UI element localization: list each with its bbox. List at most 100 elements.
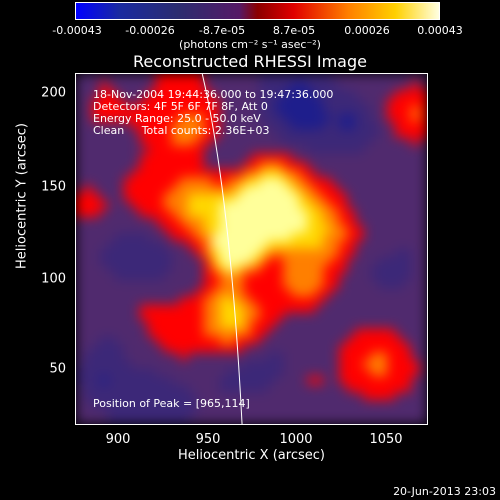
heatmap-cell [155,408,165,417]
heatmap-cell [115,344,125,354]
heatmap-cell [291,280,300,290]
heatmap-cell [147,129,157,139]
heatmap-cell [179,320,189,330]
heatmap-cell [331,304,340,314]
heatmap-cell [195,129,205,139]
heatmap-cell [307,320,316,330]
heatmap-cell [387,408,396,417]
heatmap-cell [339,145,348,155]
heatmap-cell [347,161,356,171]
heatmap-cell [363,296,372,306]
heatmap-cell [251,312,261,322]
heatmap-cell [163,81,173,91]
heatmap-cell [387,320,396,330]
heatmap-cell [267,217,277,226]
heatmap-cell [179,336,189,346]
heatmap-cell [139,360,149,369]
timestamp: 20-Jun-2013 23:03 [393,485,496,498]
heatmap-cell [171,352,181,361]
heatmap-cell [379,272,388,282]
heatmap-cell [275,74,285,83]
heatmap-cell [307,233,316,242]
heatmap-cell [203,400,213,409]
heatmap-cell [235,137,245,147]
heatmap-cell [323,185,332,194]
heatmap-cell [283,249,292,258]
heatmap-cell [139,233,149,242]
heatmap-cell [299,201,308,210]
heatmap-cell [155,320,165,330]
heatmap-cell [347,272,356,282]
heatmap-cell [339,81,348,91]
x-tick-label: 900 [105,432,131,447]
heatmap-cell [211,392,221,401]
heatmap-cell [339,392,348,401]
heatmap-cell [291,312,300,322]
heatmap-cell [403,185,412,194]
heatmap-cell [395,272,404,282]
heatmap-cell [411,416,420,424]
heatmap-cell [347,264,356,274]
heatmap-cell [203,153,213,163]
heatmap-cell [323,153,332,163]
heatmap-cell [323,241,332,250]
heatmap-cell [323,400,332,409]
heatmap-cell [395,392,404,401]
heatmap-cell [235,280,245,290]
heatmap-cell [259,296,269,306]
heatmap-cell [403,225,412,234]
heatmap-cell [387,233,396,242]
heatmap-cell [387,304,396,314]
heatmap-cell [195,264,205,274]
heatmap-cell [355,225,364,234]
heatmap-cell [267,241,277,250]
heatmap-cell [179,233,189,242]
heatmap-cell [235,272,245,282]
heatmap-cell [91,153,101,163]
heatmap-cell [219,145,229,155]
heatmap-cell [219,360,229,369]
heatmap-cell [259,185,269,194]
heatmap-cell [123,225,133,234]
heatmap-cell [283,193,292,202]
heatmap-cell [235,296,245,306]
heatmap-cell [155,105,165,115]
heatmap-cell [187,360,197,369]
heatmap-cell [387,97,396,107]
heatmap-cell [195,97,205,107]
heatmap-cell [195,185,205,194]
heatmap-cell [299,400,308,409]
heatmap-cell [395,137,404,147]
heatmap-cell [227,264,237,274]
heatmap-cell [131,280,141,290]
heatmap-cell [315,312,324,322]
heatmap-cell [299,352,308,361]
heatmap-cell [267,352,277,361]
heatmap-cell [315,113,324,123]
heatmap-cell [299,121,308,131]
heatmap-cell [419,280,427,290]
heatmap-cell [147,344,157,354]
heatmap-cell [315,97,324,107]
heatmap-cell [211,408,221,417]
heatmap-cell [411,129,420,139]
heatmap-cell [147,368,157,377]
heatmap-cell [419,97,427,107]
heatmap-cell [379,296,388,306]
heatmap-cell [291,89,300,99]
heatmap-cell [339,201,348,210]
heatmap-cell [147,153,157,163]
heatmap-cell [339,161,348,171]
heatmap-cell [91,249,101,258]
heatmap-cell [355,288,364,298]
heatmap-cell [355,368,364,377]
heatmap-cell [155,368,165,377]
heatmap-cell [163,225,173,234]
heatmap-cell [419,360,427,369]
heatmap-cell [403,352,412,361]
heatmap-cell [227,249,237,258]
heatmap-cell [259,89,269,99]
heatmap-cell [299,185,308,194]
heatmap-cell [251,272,261,282]
heatmap-cell [211,145,221,155]
